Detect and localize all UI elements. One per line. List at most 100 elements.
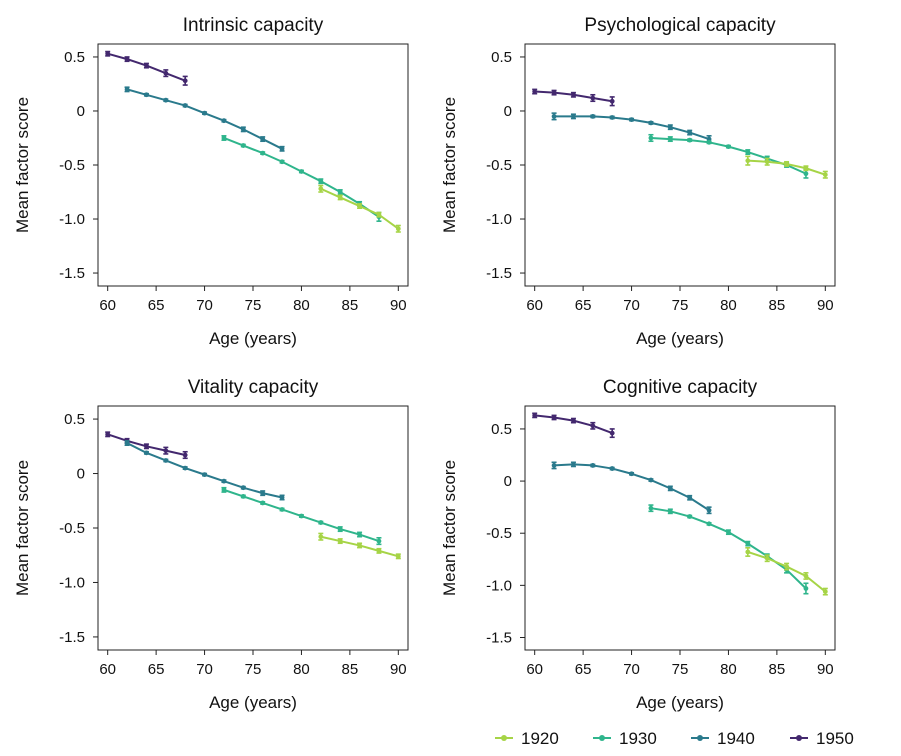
- data-point-1930: [745, 149, 751, 155]
- data-point-1940: [240, 485, 246, 491]
- series-1920: [318, 532, 401, 560]
- x-tick-label: 70: [196, 297, 213, 314]
- data-point-1920: [822, 589, 828, 595]
- data-point-1950: [163, 70, 169, 76]
- y-tick-label: 0: [504, 103, 512, 120]
- legend-label: 1950: [816, 729, 854, 748]
- legend-swatch-marker: [796, 735, 802, 741]
- data-point-1940: [144, 450, 149, 456]
- data-point-1940: [163, 97, 169, 103]
- series-line-1940: [554, 463, 710, 512]
- y-tick-label: -1.0: [59, 211, 85, 228]
- y-tick-label: 0: [77, 466, 85, 483]
- data-point-1940: [629, 117, 634, 123]
- data-point-1930: [337, 189, 343, 195]
- data-point-1940: [551, 463, 557, 468]
- chart-title: Intrinsic capacity: [183, 15, 324, 36]
- data-point-1930: [318, 178, 324, 184]
- chart-title: Vitality capacity: [188, 377, 319, 398]
- legend-swatch-marker: [599, 735, 605, 741]
- legend-item-1930: 1930: [593, 729, 657, 748]
- y-tick-label: 0.5: [64, 411, 85, 428]
- y-tick-label: -1.5: [486, 265, 512, 282]
- data-point-1920: [337, 538, 343, 544]
- y-tick-label: -0.5: [59, 157, 85, 174]
- data-point-1930: [726, 144, 731, 150]
- x-axis-label: Age (years): [636, 693, 724, 712]
- plot-frame: [97, 405, 409, 651]
- data-point-1920: [803, 165, 809, 171]
- data-point-1940: [182, 465, 188, 471]
- x-tick-label: 70: [196, 661, 213, 678]
- series-1950: [532, 88, 615, 107]
- y-tick-label: -1.0: [486, 211, 512, 228]
- y-tick-label: -1.0: [486, 577, 512, 594]
- x-tick-label: 65: [575, 661, 592, 678]
- data-point-1920: [803, 573, 809, 579]
- data-point-1950: [590, 95, 596, 101]
- data-point-1950: [609, 430, 615, 436]
- series-line-1930: [650, 507, 807, 590]
- data-point-1940: [667, 485, 673, 491]
- data-point-1930: [318, 520, 324, 525]
- y-tick-label: 0.5: [64, 49, 85, 66]
- x-tick-label: 85: [769, 661, 786, 678]
- data-point-1920: [337, 195, 343, 200]
- legend-item-1940: 1940: [691, 729, 755, 748]
- chart-title: Psychological capacity: [584, 15, 776, 36]
- data-point-1950: [551, 415, 557, 420]
- data-point-1940: [648, 120, 654, 126]
- legend-swatch-marker: [697, 735, 703, 741]
- chart-panel-4: Cognitive capacity 60 65 70 75 80 85 90 0.5 0 -0.5…: [440, 377, 836, 712]
- x-tick-label: 80: [720, 297, 737, 314]
- plot-frame: [97, 43, 409, 287]
- y-tick-label: -0.5: [59, 520, 85, 537]
- x-tick-label: 70: [623, 297, 640, 314]
- data-point-1930: [667, 508, 673, 514]
- data-point-1940: [648, 477, 654, 483]
- data-point-1940: [590, 463, 596, 468]
- data-point-1940: [124, 86, 130, 92]
- y-tick-label: -1.5: [59, 629, 85, 646]
- y-axis-label: Mean factor score: [13, 460, 32, 596]
- series-1940: [124, 440, 285, 501]
- data-point-1950: [144, 63, 149, 69]
- data-point-1930: [667, 136, 673, 142]
- x-tick-label: 65: [575, 297, 592, 314]
- legend-label: 1930: [619, 729, 657, 748]
- x-tick-label: 65: [148, 297, 165, 314]
- data-point-1950: [105, 431, 111, 437]
- y-tick-label: -1.5: [486, 629, 512, 646]
- data-point-1920: [357, 543, 362, 548]
- series-1930: [648, 504, 809, 595]
- data-point-1920: [376, 548, 382, 554]
- y-tick-label: 0.5: [491, 421, 512, 438]
- data-point-1940: [551, 113, 557, 119]
- y-axis-label: Mean factor score: [440, 460, 459, 596]
- data-point-1940: [571, 113, 576, 119]
- x-tick-label: 80: [293, 661, 310, 678]
- data-point-1940: [687, 495, 693, 501]
- chart-panel-2: Psychological capacity 60 65 70 75 80 85 90 0.5 0…: [440, 15, 836, 348]
- data-point-1920: [318, 186, 324, 192]
- data-point-1930: [376, 538, 382, 544]
- data-point-1920: [376, 212, 382, 218]
- x-tick-label: 90: [390, 661, 407, 678]
- y-tick-label: -1.5: [59, 265, 85, 282]
- data-point-1950: [182, 452, 188, 458]
- data-point-1940: [182, 103, 188, 108]
- x-tick-label: 60: [526, 297, 543, 314]
- series-1930: [648, 133, 809, 179]
- data-point-1930: [299, 513, 304, 519]
- x-tick-label: 60: [99, 661, 116, 678]
- data-point-1950: [163, 448, 169, 454]
- series-line-1940: [126, 442, 283, 499]
- data-point-1950: [144, 443, 149, 449]
- series-1920: [318, 184, 401, 233]
- data-point-1930: [357, 532, 362, 537]
- data-point-1930: [648, 135, 654, 141]
- data-point-1920: [745, 549, 751, 555]
- y-tick-label: 0: [77, 103, 85, 120]
- legend-item-1950: 1950: [790, 729, 854, 748]
- x-tick-label: 75: [672, 661, 689, 678]
